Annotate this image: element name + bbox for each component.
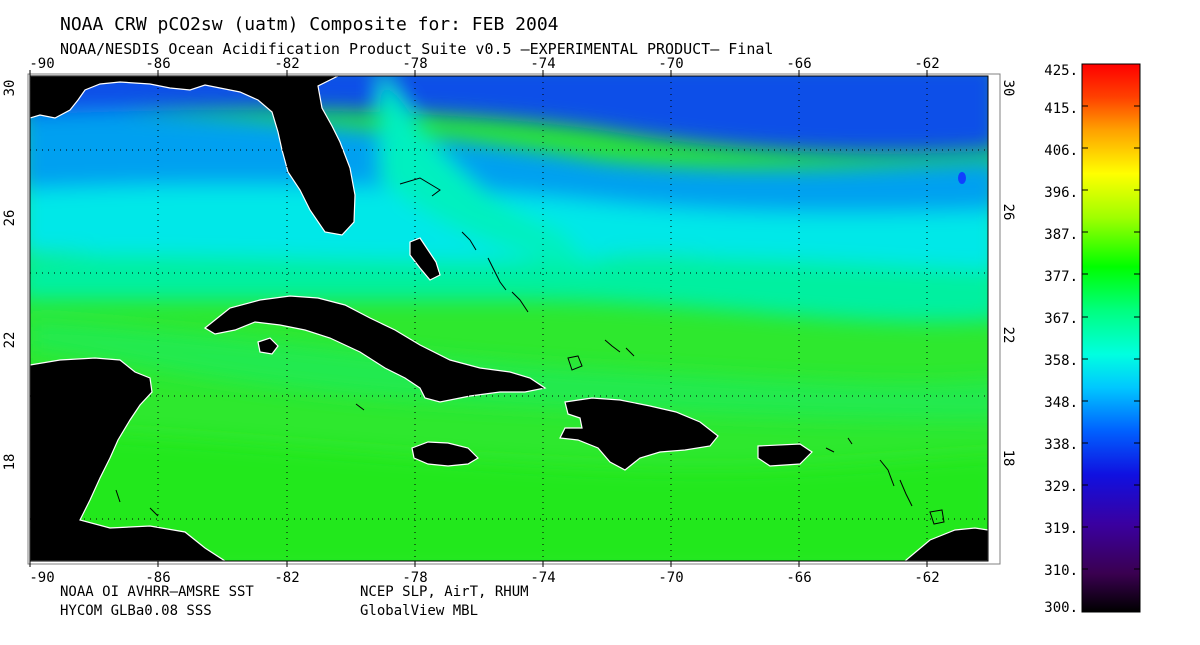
lon-bottom-label: -66 <box>786 570 811 586</box>
lat-right-label: 18 <box>1000 450 1016 467</box>
colorbar <box>1081 63 1141 613</box>
island-outlines <box>115 177 945 525</box>
lon-top-label: -78 <box>402 56 427 72</box>
land-hispaniola <box>559 397 719 471</box>
landmass-group <box>30 76 988 561</box>
colorbar-label: 425. <box>1044 63 1078 79</box>
colorbar-label: 348. <box>1044 395 1078 411</box>
colorbar-label: 310. <box>1044 563 1078 579</box>
lon-top-label: -74 <box>530 56 555 72</box>
lon-top-label: -66 <box>786 56 811 72</box>
footer-met-source: NCEP SLP, AirT, RHUM <box>360 584 529 600</box>
lon-top-label: -82 <box>274 56 299 72</box>
lat-left-label: 26 <box>2 210 18 227</box>
lon-top-label: -70 <box>658 56 683 72</box>
colorbar-label: 300. <box>1044 600 1078 616</box>
lat-left-label: 22 <box>2 332 18 349</box>
land-andros <box>409 237 441 281</box>
land-south-america <box>904 527 988 561</box>
colorbar-label: 367. <box>1044 311 1078 327</box>
colorbar-label: 387. <box>1044 227 1078 243</box>
lon-bottom-label: -74 <box>530 570 555 586</box>
footer-sss-source: HYCOM GLBa0.08 SSS <box>60 603 212 619</box>
footer-sst-source: NOAA OI AVHRR—AMSRE SST <box>60 584 254 600</box>
land-jamaica <box>411 441 479 467</box>
lon-bottom-label: -82 <box>274 570 299 586</box>
lat-right-label: 22 <box>1000 327 1016 344</box>
colorbar-label: 319. <box>1044 521 1078 537</box>
colorbar-label: 377. <box>1044 269 1078 285</box>
lon-bottom-label: -70 <box>658 570 683 586</box>
lon-bottom-label: -90 <box>29 570 54 586</box>
lat-right-label: 30 <box>1000 80 1016 97</box>
pco2-field <box>30 76 988 561</box>
lat-left-label: 18 <box>2 454 18 471</box>
plot-frame <box>29 75 989 562</box>
lon-top-label: -86 <box>145 56 170 72</box>
map-subtitle: NOAA/NESDIS Ocean Acidification Product … <box>60 40 774 58</box>
lon-bottom-label: -62 <box>914 570 939 586</box>
lat-right-label: 26 <box>1000 204 1016 221</box>
lon-top-label: -90 <box>29 56 54 72</box>
colorbar-label: 415. <box>1044 101 1078 117</box>
colorbar-label: 406. <box>1044 143 1078 159</box>
lon-top-label: -62 <box>914 56 939 72</box>
land-cuba <box>203 295 547 403</box>
colorbar-label: 396. <box>1044 185 1078 201</box>
graticule <box>30 76 988 561</box>
land-florida <box>30 76 356 236</box>
colorbar-label: 358. <box>1044 353 1078 369</box>
lat-left-label: 30 <box>2 80 18 97</box>
lon-bottom-label: -86 <box>145 570 170 586</box>
colorbar-label: 329. <box>1044 479 1078 495</box>
footer-mbl-source: GlobalView MBL <box>360 603 479 619</box>
colorbar-label: 338. <box>1044 437 1078 453</box>
map-title: NOAA CRW pCO2sw (uatm) Composite for: FE… <box>60 14 559 35</box>
land-yucatan <box>30 357 227 561</box>
land-isla-juventud <box>257 337 279 355</box>
plot-outer-frame <box>27 73 1001 565</box>
lon-bottom-label: -78 <box>402 570 427 586</box>
colorbar-ticks <box>1082 63 1140 570</box>
tick-marks <box>29 70 928 567</box>
